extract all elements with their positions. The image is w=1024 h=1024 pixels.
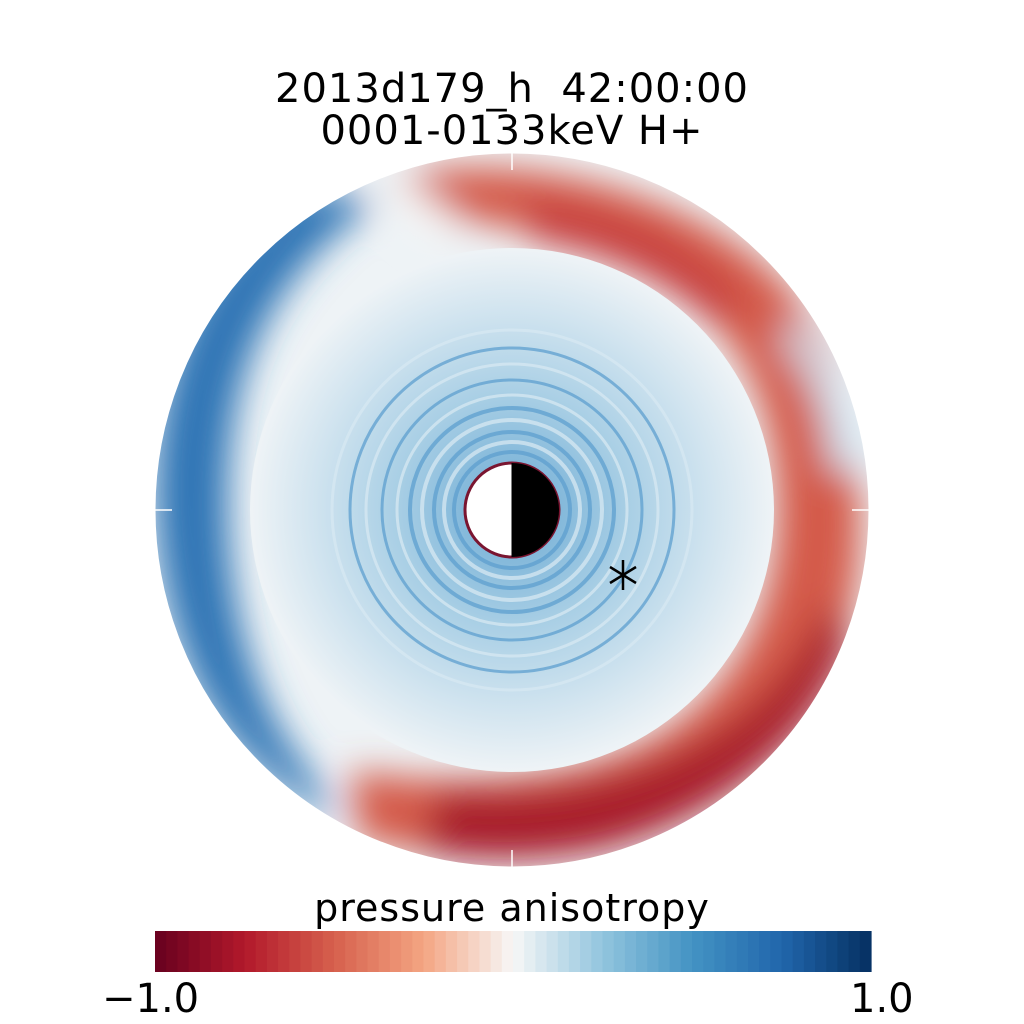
colorbar-segment bbox=[490, 931, 503, 972]
colorbar-segment bbox=[826, 931, 839, 972]
colorbar-segment bbox=[524, 931, 536, 972]
colorbar-segment bbox=[255, 931, 268, 972]
colorbar-segment bbox=[837, 931, 850, 972]
plot-subtitle: 0001-0133keV H+ bbox=[320, 108, 704, 154]
colorbar-segment bbox=[580, 931, 592, 972]
colorbar-segment bbox=[815, 931, 827, 972]
colorbar-segment bbox=[412, 931, 425, 972]
colorbar-segment bbox=[636, 931, 648, 972]
colorbar-segment bbox=[222, 931, 234, 972]
colorbar-segment bbox=[714, 931, 727, 972]
colorbar-segment bbox=[244, 931, 257, 972]
colorbar-segment bbox=[334, 931, 346, 972]
ring-contour bbox=[364, 362, 660, 658]
colorbar-segment bbox=[602, 931, 615, 972]
satellite-marker-icon bbox=[609, 560, 637, 590]
colorbar-segment bbox=[591, 931, 604, 972]
colorbar-segment bbox=[803, 931, 816, 972]
colorbar-segment bbox=[155, 931, 167, 972]
colorbar-segment bbox=[188, 931, 201, 972]
colorbar-min-label: −1.0 bbox=[102, 976, 200, 1022]
colorbar-segment bbox=[300, 931, 313, 972]
colorbar-segment bbox=[703, 931, 715, 972]
ring-contour bbox=[432, 430, 592, 590]
colorbar-segment bbox=[568, 931, 581, 972]
colorbar-segment bbox=[378, 931, 391, 972]
ring-contour bbox=[408, 406, 616, 614]
colorbar-segment bbox=[624, 931, 637, 972]
colorbar-segment bbox=[479, 931, 492, 972]
ring-contour bbox=[420, 418, 604, 602]
colorbar-segment bbox=[792, 931, 805, 972]
ring-contour bbox=[395, 393, 629, 627]
colorbar-segment bbox=[266, 931, 279, 972]
colorbar-segment bbox=[233, 931, 246, 972]
ring-contour bbox=[348, 346, 676, 674]
colorbar-segment bbox=[345, 931, 357, 972]
colorbar-segment bbox=[311, 931, 324, 972]
inner-rings bbox=[330, 328, 694, 692]
ring-contour bbox=[330, 328, 694, 692]
colorbar-segment bbox=[680, 931, 693, 972]
ring-contour bbox=[452, 450, 572, 570]
colorbar-segment bbox=[759, 931, 771, 972]
colorbar-segment bbox=[513, 931, 525, 972]
colorbar-segment bbox=[747, 931, 760, 972]
colorbar-segment bbox=[725, 931, 738, 972]
colorbar-segment bbox=[389, 931, 402, 972]
axis-ticks bbox=[155, 153, 869, 867]
colorbar-segment bbox=[177, 931, 190, 972]
colorbar-segment bbox=[692, 931, 704, 972]
colorbar-segment bbox=[166, 931, 178, 972]
colorbar-max-label: 1.0 bbox=[850, 976, 914, 1022]
colorbar-segment bbox=[770, 931, 783, 972]
colorbar-segment bbox=[445, 931, 458, 972]
colorbar-segment bbox=[848, 931, 861, 972]
colorbar-segment bbox=[468, 931, 481, 972]
colorbar-segment bbox=[781, 931, 794, 972]
colorbar-segment bbox=[501, 931, 514, 972]
colorbar-segment bbox=[401, 931, 413, 972]
colorbar-segment bbox=[289, 931, 302, 972]
earth-icon bbox=[463, 461, 561, 559]
colorbar-segment bbox=[322, 931, 335, 972]
colorbar-segment bbox=[546, 931, 559, 972]
colorbar-segment bbox=[367, 931, 380, 972]
colorbar-segment bbox=[613, 931, 626, 972]
colorbar-segment bbox=[736, 931, 749, 972]
colorbar bbox=[155, 931, 872, 972]
colorbar-segment bbox=[199, 931, 212, 972]
colorbar-segment bbox=[535, 931, 548, 972]
colorbar-segment bbox=[278, 931, 290, 972]
ring-contour bbox=[380, 378, 644, 642]
colorbar-segment bbox=[647, 931, 660, 972]
ring-contour bbox=[442, 440, 582, 580]
colorbar-segment bbox=[859, 931, 872, 972]
colorbar-segment bbox=[423, 931, 436, 972]
colorbar-segment bbox=[658, 931, 671, 972]
plot-title: 2013d179_h 42:00:00 bbox=[275, 66, 749, 112]
colorbar-segment bbox=[557, 931, 570, 972]
colorbar-segment bbox=[356, 931, 369, 972]
colorbar-segment bbox=[434, 931, 447, 972]
colorbar-segment bbox=[210, 931, 223, 972]
colorbar-segment bbox=[669, 931, 682, 972]
colorbar-label: pressure anisotropy bbox=[314, 886, 710, 930]
colorbar-segment bbox=[457, 931, 469, 972]
